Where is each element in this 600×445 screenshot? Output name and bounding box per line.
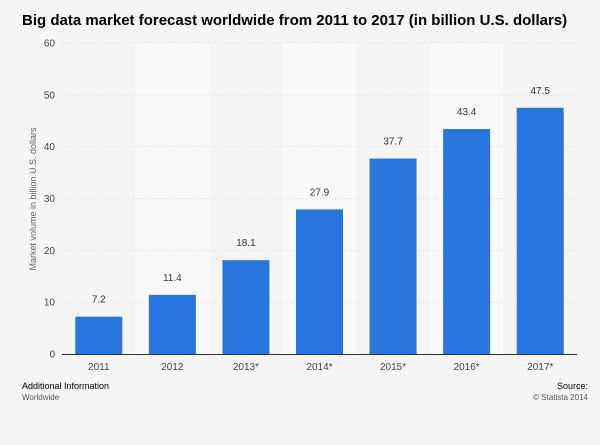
bar-2016 [443,129,491,354]
bar-2015 [369,158,417,354]
x-tick-label: 2017* [527,362,553,373]
bar-2012 [148,294,196,354]
bar-2017 [516,107,564,355]
y-tick-label: 0 [49,350,55,361]
bar-2013 [222,260,270,354]
y-tick-label: 10 [44,298,56,309]
data-label: 43.4 [457,107,477,118]
y-axis-title: Market volume in billion U.S. dollars [28,127,38,271]
source-info: Source: © Statista 2014 [533,381,588,403]
x-tick-label: 2015* [380,362,406,373]
y-tick-label: 30 [44,194,56,205]
x-tick-label: 2016* [454,362,480,373]
additional-info-label[interactable]: Additional Information [22,381,110,391]
data-label: 47.5 [530,86,550,97]
x-tick-label: 2011 [88,362,110,373]
source-label[interactable]: Source: [556,381,588,391]
x-tick-label: 2014* [306,362,332,373]
additional-information: Additional Information Worldwide [22,381,109,403]
data-label: 7.2 [92,295,106,306]
y-tick-label: 60 [44,39,56,50]
bar-2011 [75,316,123,354]
additional-info-value: Worldwide [22,393,60,402]
data-label: 11.4 [163,273,182,284]
source-value: © Statista 2014 [533,393,588,402]
x-tick-label: 2013* [233,362,259,373]
chart-plot: 7.2 11.4 18.1 27.9 37.7 43.4 47.5 0 10 20 30 40 50 6… [28,39,577,373]
y-tick-label: 50 [44,90,56,101]
x-tick-label: 2012 [161,362,184,373]
bar-2014 [296,209,343,354]
y-tick-label: 40 [44,142,56,153]
y-tick-label: 20 [44,246,56,257]
data-label: 37.7 [383,137,403,148]
chart-title: Big data market forecast worldwide from … [22,12,568,29]
data-label: 27.9 [310,187,330,198]
data-label: 18.1 [236,238,256,249]
